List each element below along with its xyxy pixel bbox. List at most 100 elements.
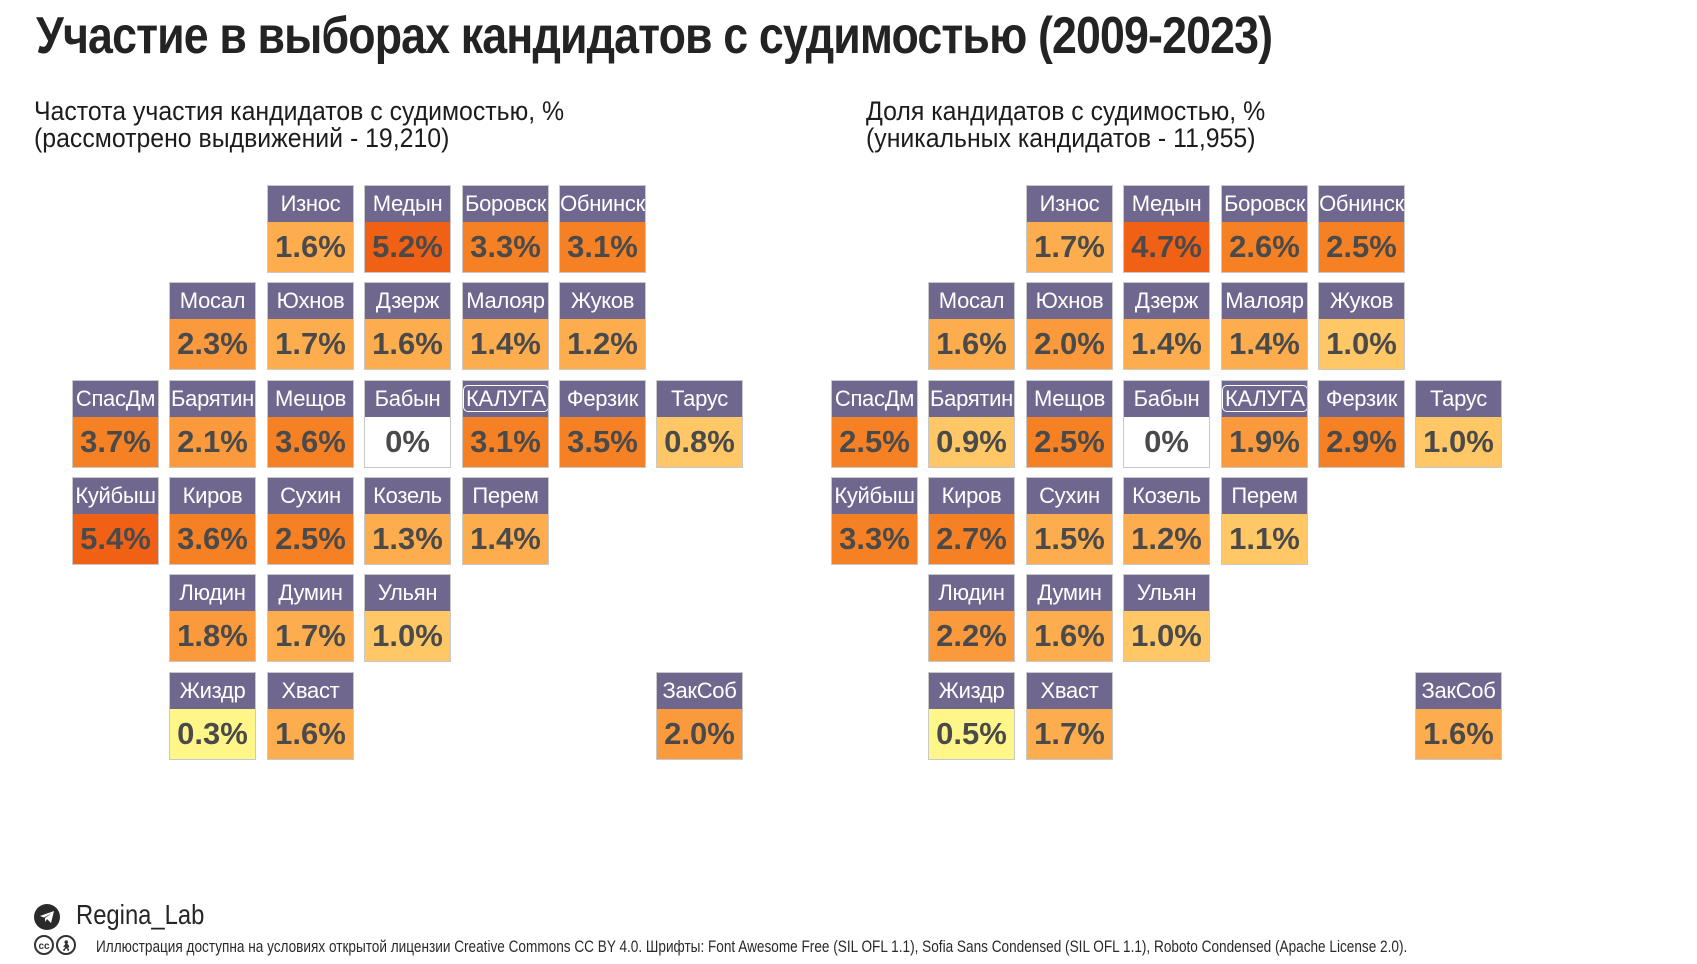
tile-label: Барятин (929, 381, 1014, 417)
tile-СпасДм: СпасДм 3.7% (72, 380, 159, 468)
tile-Сухин: Сухин 1.5% (1026, 477, 1113, 565)
tile-Ферзик: Ферзик 3.5% (559, 380, 646, 468)
tile-value: 2.2% (929, 611, 1014, 661)
tile-value: 1.7% (1027, 222, 1112, 272)
tile-label: Тарус (1416, 381, 1501, 417)
tile-Боровск: Боровск 3.3% (462, 185, 549, 273)
tile-value: 2.5% (832, 417, 917, 467)
tile-label-text: Жиздр (179, 678, 246, 703)
tile-label-text: Сухин (280, 483, 341, 508)
cc-license-icons: cc 🚶︎ (34, 935, 76, 957)
tile-Обнинск: Обнинск 2.5% (1318, 185, 1405, 273)
tile-label: Ферзик (560, 381, 645, 417)
tile-label: Куйбыш (73, 478, 158, 514)
tile-label: Ульян (1124, 575, 1209, 611)
tile-value: 1.7% (268, 611, 353, 661)
tile-value: 0.9% (929, 417, 1014, 467)
tile-value: 1.6% (365, 319, 450, 369)
tile-label-text: Дзерж (375, 288, 440, 313)
tile-Малояр: Малояр 1.4% (462, 282, 549, 370)
tile-label: Людин (929, 575, 1014, 611)
tile-label-text: Дзерж (1134, 288, 1199, 313)
tile-label: Жиздр (170, 673, 255, 709)
tile-value: 1.6% (268, 222, 353, 272)
tile-Людин: Людин 2.2% (928, 574, 1015, 662)
tile-Жиздр: Жиздр 0.5% (928, 672, 1015, 760)
tile-Хваст: Хваст 1.7% (1026, 672, 1113, 760)
tile-value: 1.9% (1222, 417, 1307, 467)
tile-value: 1.8% (170, 611, 255, 661)
tile-label-text: Мосал (179, 288, 246, 313)
tile-label: Малояр (1222, 283, 1307, 319)
tile-label: Козель (1124, 478, 1209, 514)
tile-value: 5.2% (365, 222, 450, 272)
tile-label: Износ (268, 186, 353, 222)
tile-label-text: Барятин (171, 386, 254, 411)
tile-label-text: Медын (1131, 191, 1202, 216)
tile-value: 1.6% (929, 319, 1014, 369)
tile-label: Обнинск (1319, 186, 1404, 222)
tile-label: Жиздр (929, 673, 1014, 709)
tile-value: 3.3% (463, 222, 548, 272)
left-panel-note: (рассмотрено выдвижений - 19,210) (34, 123, 450, 153)
tile-label-text: Бабын (374, 386, 441, 411)
tile-value: 1.6% (1027, 611, 1112, 661)
tile-КАЛУГА: КАЛУГА 1.9% (1221, 380, 1308, 468)
tile-label: Перем (463, 478, 548, 514)
tile-value: 3.1% (463, 417, 548, 467)
tile-label: Сухин (1027, 478, 1112, 514)
tile-label-text: Куйбыш (75, 483, 156, 508)
tile-label-text: Мосал (938, 288, 1005, 313)
tile-Бабын: Бабын 0% (1123, 380, 1210, 468)
tile-value: 2.9% (1319, 417, 1404, 467)
tile-value: 1.7% (1027, 709, 1112, 759)
tile-value: 1.1% (1222, 514, 1307, 564)
tile-label-text: Думин (1037, 580, 1102, 605)
tile-label: КАЛУГА (463, 381, 548, 417)
tile-value: 0% (1124, 417, 1209, 467)
tile-label-text: Юхнов (276, 288, 345, 313)
tile-Обнинск: Обнинск 3.1% (559, 185, 646, 273)
tile-label-text: КАЛУГА (463, 385, 548, 412)
left-panel-subtitle: Частота участия кандидатов с судимостью,… (34, 98, 564, 152)
tile-label-text: Обнинск (1319, 191, 1404, 216)
tile-value: 2.5% (1027, 417, 1112, 467)
tile-label: Людин (170, 575, 255, 611)
tile-label: Тарус (657, 381, 742, 417)
tile-label: Хваст (1027, 673, 1112, 709)
tile-label: Обнинск (560, 186, 645, 222)
tile-label: СпасДм (832, 381, 917, 417)
license-text: Иллюстрация доступна на условиях открыто… (96, 937, 1408, 956)
tile-label-text: СпасДм (75, 386, 156, 411)
tile-label-text: Тарус (1430, 386, 1487, 411)
tile-label-text: СпасДм (834, 386, 915, 411)
tile-Жуков: Жуков 1.0% (1318, 282, 1405, 370)
tile-label: Хваст (268, 673, 353, 709)
tile-label-text: Обнинск (560, 191, 645, 216)
tile-label-text: Ферзик (1325, 386, 1398, 411)
tile-Ульян: Ульян 1.0% (1123, 574, 1210, 662)
tile-label: СпасДм (73, 381, 158, 417)
page-title: Участие в выборах кандидатов с судимость… (36, 7, 1273, 65)
tile-Жиздр: Жиздр 0.3% (169, 672, 256, 760)
tile-label: Думин (1027, 575, 1112, 611)
tile-Мещов: Мещов 3.6% (267, 380, 354, 468)
tile-Людин: Людин 1.8% (169, 574, 256, 662)
tile-value: 3.1% (560, 222, 645, 272)
tile-label: Ферзик (1319, 381, 1404, 417)
tile-value: 1.0% (365, 611, 450, 661)
tile-label-text: Жуков (1329, 288, 1394, 313)
right-panel-subtitle: Доля кандидатов с судимостью, % (уникаль… (866, 98, 1265, 152)
tile-label-text: Ульян (1136, 580, 1197, 605)
tile-label-text: ЗакСоб (662, 678, 737, 703)
tile-Юхнов: Юхнов 2.0% (1026, 282, 1113, 370)
tile-label: Думин (268, 575, 353, 611)
tile-label: Сухин (268, 478, 353, 514)
tile-ЗакСоб: ЗакСоб 1.6% (1415, 672, 1502, 760)
tile-Хваст: Хваст 1.6% (267, 672, 354, 760)
tile-label: Боровск (1222, 186, 1307, 222)
tile-value: 1.3% (365, 514, 450, 564)
tile-value: 3.5% (560, 417, 645, 467)
tile-Тарус: Тарус 0.8% (656, 380, 743, 468)
